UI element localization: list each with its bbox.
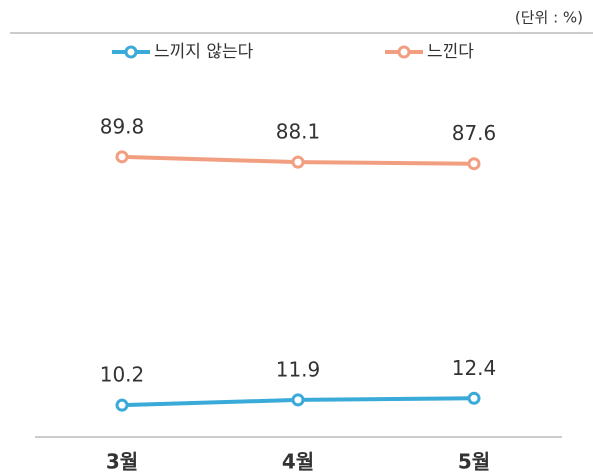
x-tick-label: 3월: [106, 450, 138, 472]
data-label: 89.8: [100, 114, 145, 138]
point: [291, 155, 305, 169]
data-label: 11.9: [276, 357, 321, 381]
point: [467, 157, 481, 171]
data-label: 87.6: [452, 121, 497, 145]
x-tick-label: 4월: [282, 450, 314, 472]
data-label: 10.2: [100, 363, 145, 387]
unit-label: (단위 : %): [515, 9, 583, 27]
data-label: 88.1: [276, 120, 321, 144]
point: [467, 391, 481, 405]
point: [115, 398, 129, 412]
legend-marker: [397, 45, 411, 59]
legend-marker: [124, 45, 138, 59]
data-label: 12.4: [452, 356, 497, 380]
point: [115, 150, 129, 164]
legend-label: 느낀다: [427, 42, 474, 62]
point: [291, 393, 305, 407]
x-tick-label: 5월: [458, 450, 490, 472]
legend-label: 느끼지 않는다: [154, 42, 254, 62]
